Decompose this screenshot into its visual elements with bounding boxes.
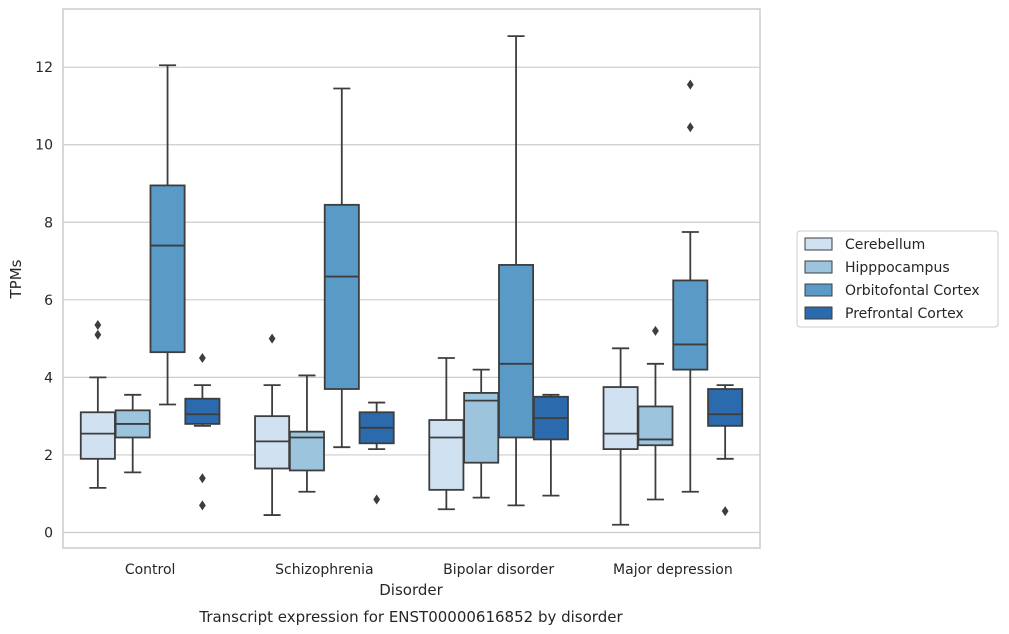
outlier-point [652,325,659,336]
box-prefrontal-cortex [358,401,395,505]
chart-caption: Transcript expression for ENST0000061685… [198,608,623,626]
plot-area-frame [62,8,761,549]
legend-swatch [804,237,833,251]
outlier-point [199,500,206,511]
box-body [463,391,500,464]
y-tick-label: 10 [35,138,53,154]
box-body [149,184,186,354]
box-cerebellum [79,320,116,489]
y-tick-label: 2 [44,448,53,464]
y-tick-label: 6 [44,293,53,309]
box-body [79,411,116,460]
box-body [254,415,291,470]
legend-label: Hipppocampus [845,260,950,276]
y-tick-label: 4 [44,370,53,386]
x-tick-labels: Control Schizophrenia Bipolar disorder Majo… [125,562,733,578]
box-body [323,203,360,390]
legend-swatch [804,306,833,320]
x-axis-label: Disorder [379,581,443,599]
outlier-point [686,79,694,90]
box-cerebellum [428,357,465,511]
legend-label: Cerebellum [845,237,925,253]
box-cerebellum [602,347,639,526]
legend-label: Orbitofontal Cortex [845,283,980,299]
box-hipppocampus [288,374,325,493]
outlier-point [94,320,102,331]
box-body [498,264,535,439]
box-body [672,279,709,371]
outlier-point [373,494,381,505]
x-tick-label: Schizophrenia [275,562,373,578]
x-tick-label: Major depression [613,562,733,578]
box-prefrontal-cortex [532,393,569,497]
legend-label: Prefrontal Cortex [845,306,964,322]
x-tick-label: Control [125,562,176,578]
outlier-point [199,473,206,484]
y-tick-label: 8 [44,215,53,231]
box-body [707,388,744,427]
box-orbitofontal-cortex [498,35,535,507]
boxes-layer [79,35,744,526]
box-orbitofontal-cortex [149,64,186,406]
legend-swatch [804,260,833,274]
box-cerebellum [254,333,291,516]
y-tick-labels: 0 2 4 6 8 10 12 [35,60,53,541]
box-body [184,397,221,425]
y-tick-label: 0 [44,525,53,541]
box-hipppocampus [114,393,151,474]
box-body [428,419,465,491]
legend-swatch [804,283,833,297]
outlier-point [686,122,694,133]
box-orbitofontal-cortex [323,87,360,449]
x-tick-label: Bipolar disorder [443,562,554,578]
box-prefrontal-cortex [707,384,744,517]
legend: Cerebellum Hipppocampus Orbitofontal Corte… [796,230,999,328]
box-orbitofontal-cortex [672,79,709,493]
outlier-point [721,506,729,517]
outlier-point [94,329,102,340]
box-hipppocampus [637,325,674,501]
box-hipppocampus [463,368,500,499]
outlier-point [199,352,206,363]
y-axis-label: TPMs [7,259,25,299]
box-prefrontal-cortex [184,352,221,511]
y-tick-label: 12 [35,60,53,76]
box-body [602,386,639,451]
outlier-point [268,333,276,344]
legend-frame [796,230,999,328]
